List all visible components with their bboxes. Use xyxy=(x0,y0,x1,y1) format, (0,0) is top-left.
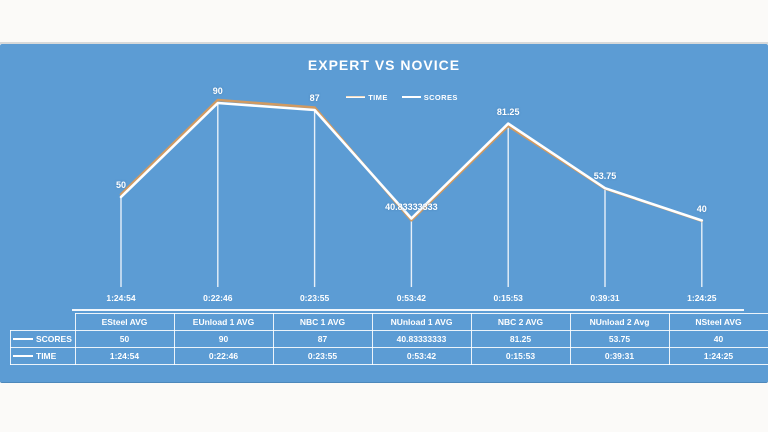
legend-item-scores[interactable]: SCORES xyxy=(401,92,458,102)
time-data-label: 0:39:31 xyxy=(590,293,620,303)
score-data-label: 53.75 xyxy=(593,171,617,182)
table-cell: 87 xyxy=(272,330,373,348)
legend-label-scores: SCORES xyxy=(423,92,458,102)
table-cell: 0:39:31 xyxy=(569,347,670,365)
slide-top-divider xyxy=(0,42,768,44)
table-header-cell: NUnload 2 Avg xyxy=(569,313,670,331)
chart-legend: TIME SCORES xyxy=(0,91,768,103)
time-data-label: 0:23:55 xyxy=(299,293,330,303)
table-cell: 0:53:42 xyxy=(371,347,472,365)
table-cell: 81.25 xyxy=(470,330,571,348)
score-data-label: 81.25 xyxy=(496,106,520,117)
table-header-row: ESteel AVG EUnload 1 AVG NBC 1 AVG NUnload … xyxy=(11,313,768,331)
legend-label-time: TIME xyxy=(368,92,388,102)
score-data-label: 50 xyxy=(115,180,126,190)
table-cell: 90 xyxy=(173,330,274,348)
table-cell: 50 xyxy=(74,330,175,348)
series-row-label: TIME xyxy=(10,347,76,365)
series-swatch-icon xyxy=(13,354,33,357)
table-cell: 53.75 xyxy=(569,330,670,348)
table-header-cell: NUnload 1 AVG xyxy=(371,313,472,331)
table-cell: 40 xyxy=(668,330,768,348)
table-cell: 0:15:53 xyxy=(470,347,571,365)
table-header-cell: NBC 1 AVG xyxy=(272,313,373,331)
table-row: SCORES 50 90 87 40.83333333 81.25 53.75 40 xyxy=(10,330,768,348)
time-data-label: 1:24:54 xyxy=(106,293,136,303)
table-cell: 40.83333333 xyxy=(371,330,472,348)
scores-line-swatch-icon xyxy=(401,95,421,99)
category-axis-line xyxy=(72,309,744,311)
score-data-label: 40 xyxy=(696,203,707,214)
table-cell: 0:23:55 xyxy=(272,347,373,365)
table-header-cell: EUnload 1 AVG xyxy=(173,313,274,331)
table-cell: 0:22:46 xyxy=(173,347,274,365)
time-data-label: 0:53:42 xyxy=(396,293,427,303)
table-cell: 1:24:54 xyxy=(74,347,175,365)
time-data-label: 1:24:25 xyxy=(687,293,717,303)
series-swatch-icon xyxy=(13,337,33,340)
table-row: TIME 1:24:54 0:22:46 0:23:55 0:53:42 0:15:53 0… xyxy=(10,347,768,365)
score-data-label: 90 xyxy=(212,86,223,96)
score-data-label: 40.83333333 xyxy=(385,201,438,212)
table-corner-cell xyxy=(11,314,76,331)
legend-item-time[interactable]: TIME xyxy=(346,93,388,102)
time-line-swatch-icon xyxy=(346,95,366,99)
chart-title: EXPERT VS NOVICE xyxy=(307,57,461,73)
table-header-cell: ESteel AVG xyxy=(74,313,175,331)
score-data-label: 87 xyxy=(309,93,320,104)
time-data-label: 0:15:53 xyxy=(493,293,523,303)
table-header-cell: NBC 2 AVG xyxy=(470,313,571,331)
table-header-cell: NSteel AVG xyxy=(668,313,768,331)
chart-data-table: ESteel AVG EUnload 1 AVG NBC 1 AVG NUnload … xyxy=(10,313,768,365)
table-cell: 1:24:25 xyxy=(668,347,768,365)
time-data-label: 0:22:46 xyxy=(203,293,233,303)
series-row-label: SCORES xyxy=(10,330,76,348)
